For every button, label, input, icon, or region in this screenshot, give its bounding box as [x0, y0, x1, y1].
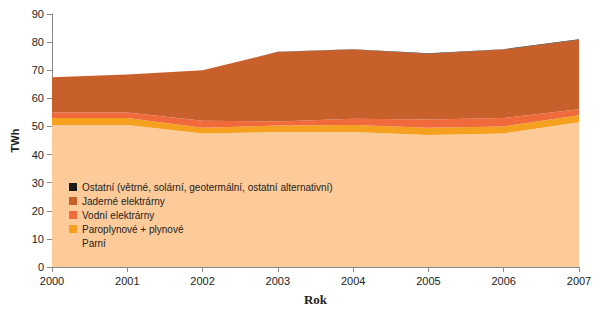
svg-text:Vodní elektrárny: Vodní elektrárny: [82, 210, 154, 221]
svg-text:2003: 2003: [266, 275, 290, 287]
svg-text:2006: 2006: [491, 275, 515, 287]
svg-text:50: 50: [32, 120, 44, 132]
svg-text:Rok: Rok: [304, 292, 328, 307]
svg-text:90: 90: [32, 8, 44, 20]
svg-text:70: 70: [32, 64, 44, 76]
svg-text:10: 10: [32, 233, 44, 245]
svg-text:2004: 2004: [341, 275, 365, 287]
svg-text:60: 60: [32, 92, 44, 104]
svg-text:2002: 2002: [190, 275, 214, 287]
svg-text:0: 0: [38, 261, 44, 273]
svg-text:2000: 2000: [40, 275, 64, 287]
svg-text:TWh: TWh: [9, 128, 21, 152]
svg-text:20: 20: [32, 205, 44, 217]
svg-text:Paroplynové + plynové: Paroplynové + plynové: [82, 224, 184, 235]
svg-text:2001: 2001: [115, 275, 139, 287]
svg-text:Parní: Parní: [82, 238, 106, 249]
svg-text:2007: 2007: [567, 275, 591, 287]
svg-text:40: 40: [32, 149, 44, 161]
svg-text:Ostatní (větrné, solární, geot: Ostatní (větrné, solární, geotermální, o…: [82, 182, 333, 193]
svg-text:80: 80: [32, 36, 44, 48]
svg-text:30: 30: [32, 177, 44, 189]
svg-text:Jaderné elektrárny: Jaderné elektrárny: [82, 196, 165, 207]
svg-text:2005: 2005: [416, 275, 440, 287]
